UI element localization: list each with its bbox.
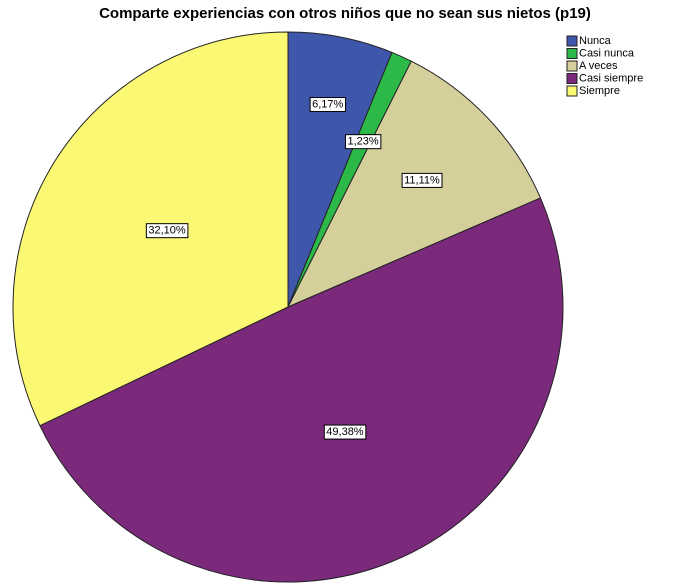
data-label: 6,17% — [309, 97, 347, 113]
legend-label: Casi siempre — [579, 72, 643, 84]
legend-swatch — [566, 48, 578, 59]
legend-swatch — [566, 73, 578, 84]
data-label: 11,11% — [401, 172, 443, 188]
legend-swatch — [566, 60, 578, 72]
data-label-text: 32,10% — [148, 225, 186, 237]
data-label-text: 1,23% — [347, 136, 378, 148]
data-label: 49,38% — [323, 424, 367, 440]
data-label-text: 6,17% — [312, 99, 343, 111]
data-label-box — [401, 172, 443, 188]
data-label: 32,10% — [145, 223, 189, 239]
data-label-box — [145, 223, 189, 239]
legend-swatch — [566, 85, 578, 97]
legend-swatch — [566, 35, 578, 47]
chart-title: Comparte experiencias con otros niños qu… — [99, 5, 591, 22]
pie-slice — [39, 197, 564, 583]
data-label: 1,23% — [344, 134, 382, 150]
data-label-box — [323, 424, 367, 440]
legend-label: Nunca — [579, 35, 612, 47]
legend-label: A veces — [579, 60, 618, 72]
data-label-text: 11,11% — [404, 174, 440, 186]
legend-label: Siempre — [579, 85, 620, 97]
legend-label: Casi nunca — [579, 47, 635, 59]
data-label-box — [344, 134, 382, 150]
data-label-text: 49,38% — [326, 426, 364, 438]
data-label-box — [309, 97, 347, 113]
